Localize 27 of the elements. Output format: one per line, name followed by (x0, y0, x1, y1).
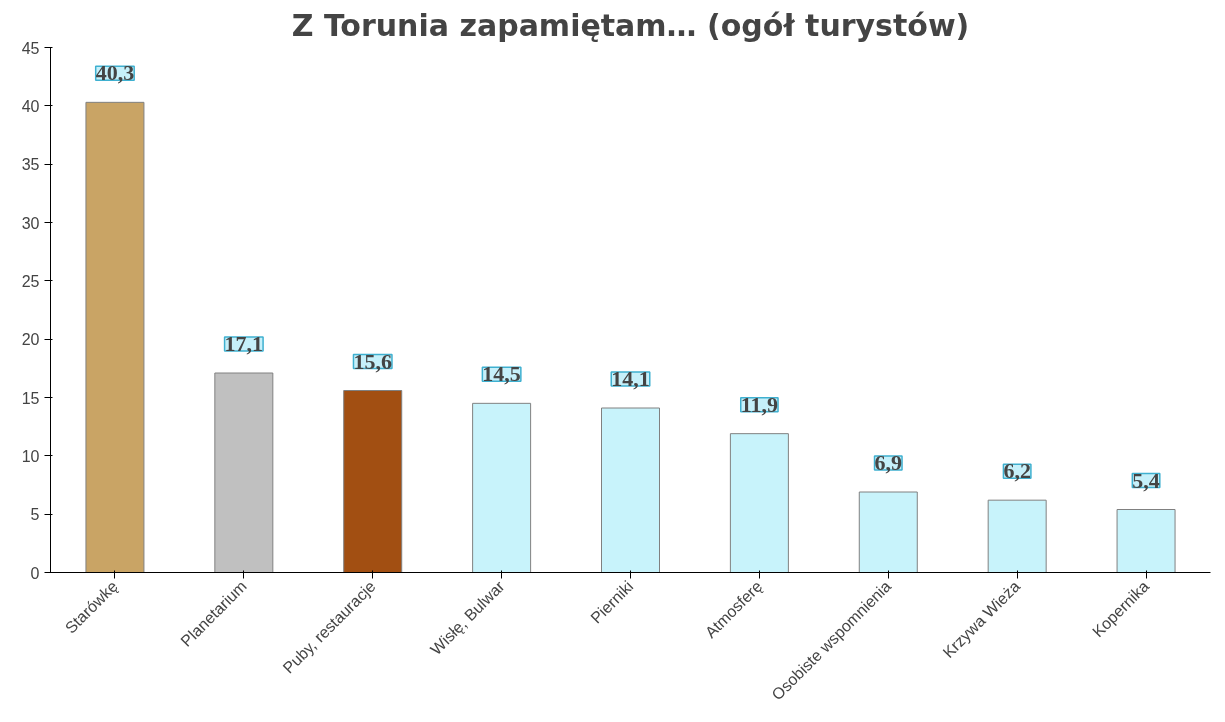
y-tick-label: 40 (21, 97, 40, 115)
bar (858, 491, 918, 573)
data-label: 11,9 (740, 391, 779, 417)
y-tick-label: 35 (21, 156, 40, 174)
data-label: 6,2 (1003, 458, 1031, 484)
bar (987, 499, 1047, 573)
bar (214, 372, 274, 573)
y-tick-label: 5 (30, 506, 40, 524)
data-label: 6,9 (874, 450, 903, 475)
y-tick-label: 15 (21, 389, 40, 407)
y-tick-label: 45 (21, 39, 40, 57)
y-tick-label: 30 (21, 214, 40, 232)
y-tick-label: 10 (21, 447, 40, 465)
data-label: 14,1 (611, 366, 650, 391)
data-label: 14,5 (482, 361, 521, 387)
bar (729, 433, 789, 573)
bar (1116, 509, 1176, 573)
bar (85, 101, 145, 573)
chart-title: Z Torunia zapamiętam… (ogół turystów) (291, 7, 970, 43)
y-tick-label: 20 (21, 331, 40, 349)
bar (601, 407, 660, 573)
data-label: 40,3 (95, 60, 135, 86)
y-tick-label: 25 (21, 272, 40, 290)
bar (343, 390, 403, 573)
bar (472, 402, 532, 573)
data-label: 17,1 (224, 331, 264, 356)
y-tick-label: 0 (30, 564, 40, 582)
